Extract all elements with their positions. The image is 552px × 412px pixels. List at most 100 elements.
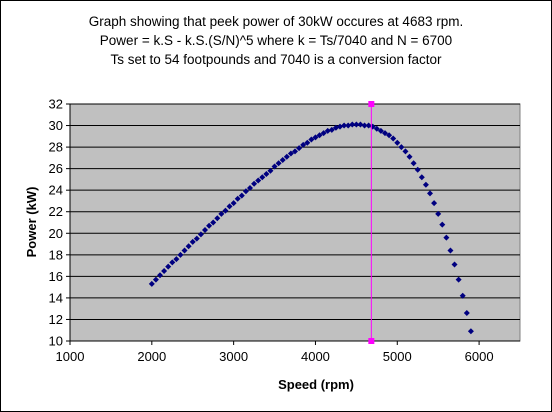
data-point bbox=[189, 238, 196, 245]
x-tick-label: 5000 bbox=[383, 349, 412, 364]
data-point bbox=[394, 139, 401, 146]
x-tick-label: 3000 bbox=[219, 349, 248, 364]
data-point bbox=[214, 215, 221, 222]
data-point bbox=[373, 125, 380, 132]
data-point bbox=[414, 166, 421, 173]
data-point bbox=[345, 122, 352, 129]
chart-title-line-2: Power = k.S - k.S.(S/N)^5 where k = Ts/7… bbox=[99, 33, 453, 48]
y-tick-label: 24 bbox=[49, 183, 63, 198]
peak-marker bbox=[368, 101, 375, 344]
data-point bbox=[357, 121, 364, 128]
chart-title-line-3: Ts set to 54 footpounds and 7040 is a co… bbox=[110, 52, 442, 67]
data-point bbox=[447, 247, 454, 254]
data-point bbox=[402, 148, 409, 155]
data-point bbox=[165, 263, 172, 270]
y-axis-label: Power (kW) bbox=[24, 187, 39, 258]
x-tick-label: 4000 bbox=[301, 349, 330, 364]
data-point bbox=[292, 148, 298, 155]
y-tick-label: 16 bbox=[49, 269, 63, 284]
data-point bbox=[312, 134, 319, 141]
data-point bbox=[349, 121, 356, 128]
data-point bbox=[218, 210, 225, 217]
data-point bbox=[410, 160, 417, 167]
peak-marker-point bbox=[368, 101, 375, 107]
data-point bbox=[296, 145, 303, 152]
y-tick-label: 20 bbox=[49, 226, 63, 241]
data-point bbox=[406, 153, 413, 160]
data-point bbox=[304, 139, 311, 146]
data-point bbox=[459, 292, 466, 299]
data-point bbox=[259, 174, 266, 181]
data-point bbox=[455, 276, 462, 283]
data-point bbox=[169, 259, 176, 266]
data-point bbox=[177, 251, 184, 258]
data-point bbox=[320, 130, 327, 137]
data-point bbox=[230, 200, 237, 207]
data-point bbox=[418, 174, 425, 181]
y-tick-label: 18 bbox=[49, 247, 63, 262]
data-point bbox=[271, 163, 278, 170]
x-tick-label: 1000 bbox=[56, 349, 85, 364]
y-tick-label: 28 bbox=[49, 140, 63, 155]
data-point bbox=[382, 130, 388, 137]
data-point bbox=[206, 222, 213, 229]
data-point bbox=[463, 309, 470, 316]
data-point bbox=[267, 167, 274, 174]
y-tick-label: 26 bbox=[49, 161, 63, 176]
chart-title-line-1: Graph showing that peek power of 30kW oc… bbox=[88, 14, 464, 29]
data-point bbox=[467, 328, 474, 335]
data-point bbox=[242, 188, 249, 195]
data-point bbox=[226, 203, 233, 210]
data-point bbox=[279, 157, 286, 164]
data-point bbox=[300, 141, 307, 148]
data-point bbox=[439, 221, 446, 228]
x-tick-label: 6000 bbox=[465, 349, 494, 364]
data-point bbox=[202, 227, 208, 234]
data-point bbox=[152, 276, 159, 283]
data-point bbox=[247, 185, 253, 192]
y-axis-ticks: 10 12 14 16 18 20 22 24 26 28 30 32 bbox=[49, 97, 71, 349]
data-point bbox=[157, 272, 163, 279]
data-point bbox=[365, 122, 372, 129]
data-point bbox=[173, 256, 180, 263]
data-point bbox=[332, 124, 339, 131]
data-point bbox=[353, 121, 360, 128]
data-point bbox=[185, 243, 192, 250]
data-point bbox=[251, 180, 258, 187]
data-point bbox=[398, 144, 405, 151]
data-point bbox=[238, 192, 245, 199]
data-point bbox=[316, 132, 323, 139]
data-point bbox=[263, 171, 270, 178]
data-point bbox=[193, 235, 200, 242]
data-point bbox=[451, 261, 458, 268]
y-tick-label: 30 bbox=[49, 118, 63, 133]
data-point bbox=[287, 150, 294, 157]
data-point bbox=[431, 200, 438, 207]
data-point bbox=[324, 127, 331, 134]
data-point bbox=[377, 127, 384, 134]
y-tick-label: 10 bbox=[49, 334, 63, 349]
data-point bbox=[197, 231, 204, 238]
y-tick-label: 14 bbox=[49, 290, 63, 305]
data-point bbox=[422, 181, 429, 188]
peak-marker-point bbox=[368, 338, 375, 344]
data-point bbox=[427, 190, 433, 197]
data-point bbox=[435, 210, 442, 217]
data-point bbox=[443, 234, 450, 241]
data-point bbox=[283, 153, 290, 160]
data-point bbox=[361, 122, 368, 129]
x-tick-label: 2000 bbox=[137, 349, 166, 364]
data-point bbox=[275, 160, 282, 167]
plot-area bbox=[69, 103, 521, 342]
data-point bbox=[181, 247, 188, 254]
data-point bbox=[161, 267, 168, 274]
series-points bbox=[148, 121, 474, 335]
data-point bbox=[341, 122, 348, 129]
y-tick-label: 12 bbox=[49, 312, 63, 327]
y-tick-label: 32 bbox=[49, 97, 63, 112]
data-point bbox=[337, 123, 343, 130]
data-point bbox=[148, 280, 155, 287]
data-point bbox=[234, 195, 241, 202]
